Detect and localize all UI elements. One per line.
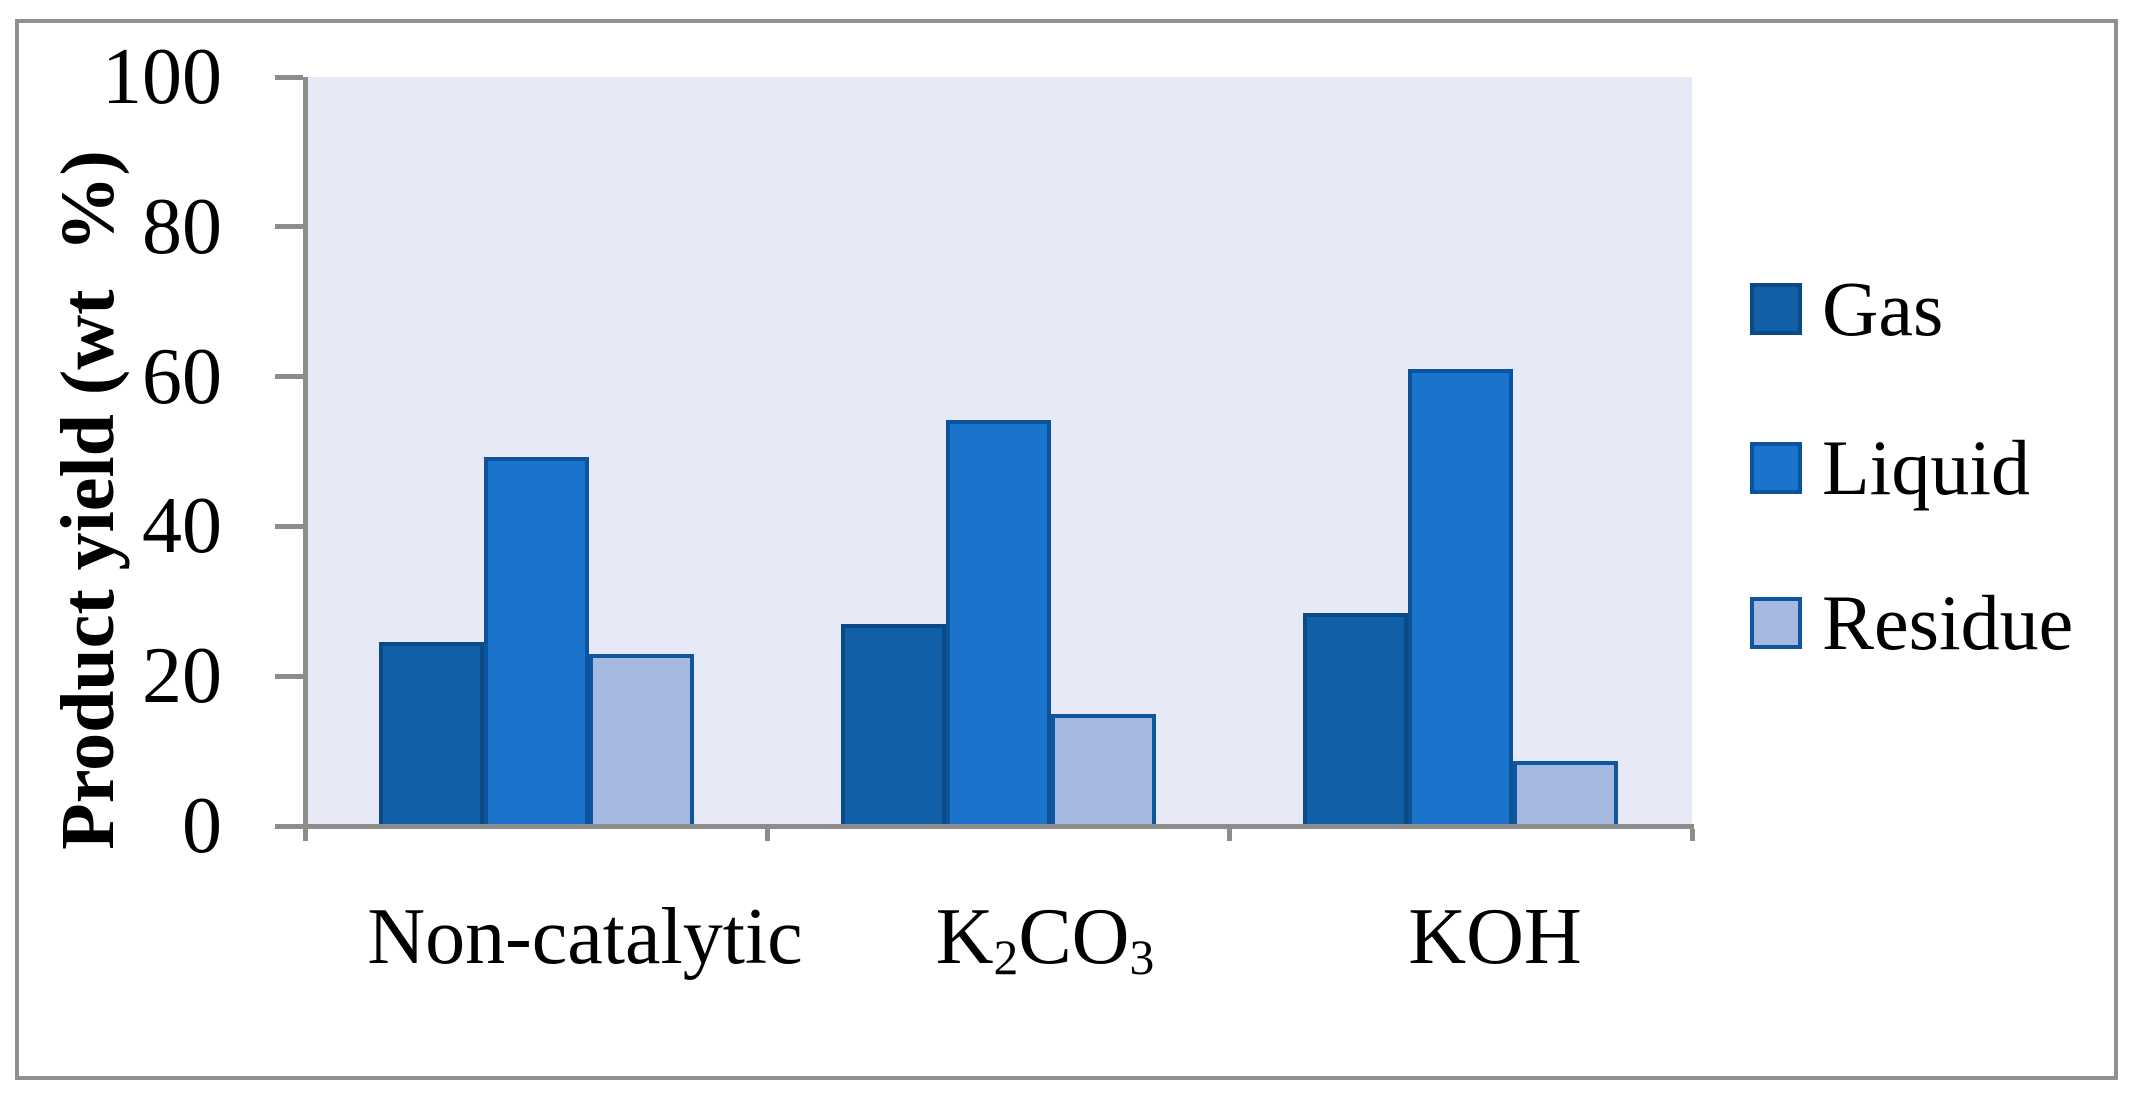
legend-label-residue: Residue: [1822, 579, 2074, 666]
bar-liquid-1: [483, 457, 589, 826]
y-tick-20: [275, 674, 303, 679]
x-tick-3: [1690, 829, 1695, 841]
x-label-non-catalytic: Non-catalytic: [367, 893, 803, 981]
y-tick-label-60: 60: [142, 333, 222, 421]
x-tick-1: [765, 829, 770, 841]
y-tick-label-100: 100: [102, 33, 222, 121]
legend-label-gas: Gas: [1822, 265, 1944, 352]
bar-gas-3: [1302, 613, 1408, 826]
y-axis-line: [303, 77, 308, 840]
y-tick-0: [275, 824, 303, 829]
bar-residue-3: [1512, 761, 1618, 826]
legend-swatch-gas: [1750, 283, 1802, 335]
y-tick-40: [275, 524, 303, 529]
bar-residue-1: [588, 654, 694, 826]
x-axis-line: [303, 824, 1694, 829]
bar-gas-2: [840, 624, 946, 826]
y-tick-100: [275, 75, 303, 80]
y-tick-label-0: 0: [182, 782, 222, 870]
x-tick-0: [303, 829, 308, 841]
y-tick-label-80: 80: [142, 183, 222, 271]
y-tick-label-20: 20: [142, 632, 222, 720]
y-tick-label-40: 40: [142, 482, 222, 570]
x-label-koh: KOH: [1408, 893, 1582, 981]
bar-liquid-3: [1407, 369, 1513, 826]
bar-gas-1: [378, 642, 484, 826]
x-tick-2: [1227, 829, 1232, 841]
bar-residue-2: [1050, 714, 1156, 826]
legend-swatch-liquid: [1750, 442, 1802, 494]
legend-item-liquid: Liquid: [1750, 424, 2030, 511]
y-tick-60: [275, 374, 303, 379]
x-label-k2co3: K2CO3: [935, 893, 1155, 985]
bar-liquid-2: [945, 420, 1051, 826]
legend-label-liquid: Liquid: [1822, 424, 2030, 511]
legend-item-gas: Gas: [1750, 265, 1944, 352]
y-tick-80: [275, 224, 303, 229]
legend-swatch-residue: [1750, 597, 1802, 649]
legend-item-residue: Residue: [1750, 579, 2074, 666]
